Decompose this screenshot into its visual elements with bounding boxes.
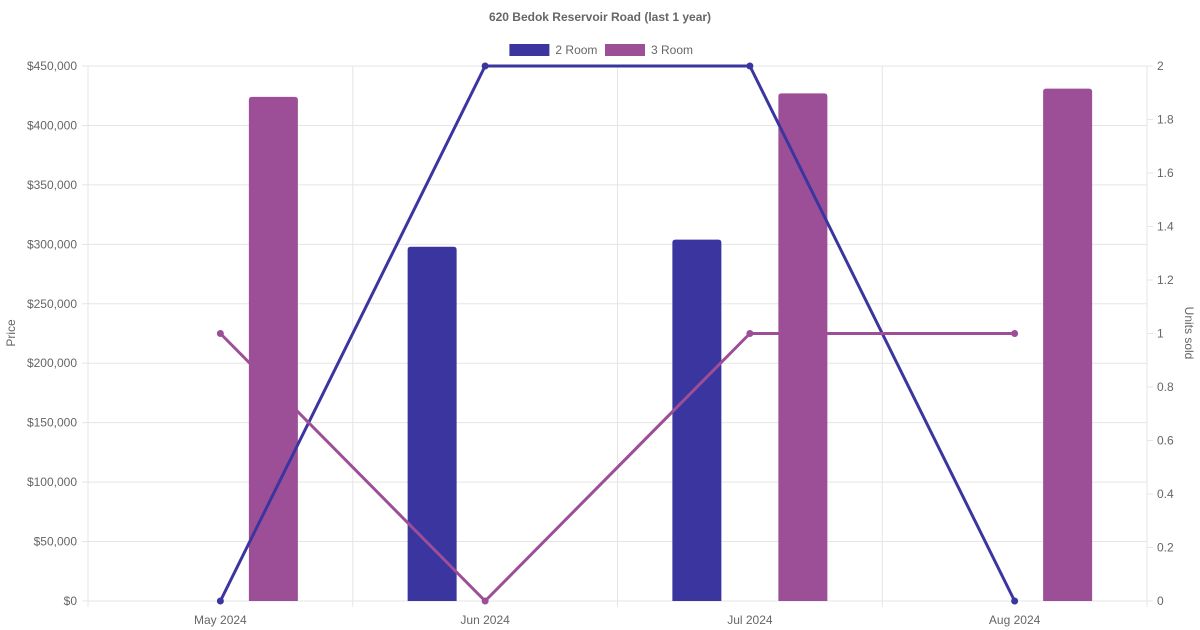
- chart-title: 620 Bedok Reservoir Road (last 1 year): [489, 10, 711, 24]
- legend[interactable]: 2 Room 3 Room: [509, 43, 693, 57]
- y2-tick-label: 0.8: [1157, 380, 1174, 394]
- x-tick-label: Jul 2024: [727, 613, 773, 627]
- y2-axis-title: Units sold: [1182, 307, 1196, 360]
- y2-tick-label: 1.4: [1157, 220, 1174, 234]
- y2-tick-label: 2: [1157, 59, 1164, 73]
- bar-3-room: [248, 96, 298, 602]
- y2-tick-label: 1.8: [1157, 113, 1174, 127]
- point-2-room: [216, 597, 224, 605]
- y2-tick-label: 1.2: [1157, 273, 1174, 287]
- bars: [248, 88, 1093, 602]
- bar-2-room: [672, 239, 722, 602]
- y-axis-right: 0 0.2 0.4 0.6 0.8 1 1.2 1.4 1.6 1.8 2: [1157, 59, 1174, 608]
- y-axis-left: $0 $50,000 $100,000 $150,000 $200,000 $250,00…: [27, 59, 77, 608]
- y-axis-title: Price: [4, 319, 18, 347]
- y2-tick-label: 1.6: [1157, 166, 1174, 180]
- x-tick-label: Aug 2024: [989, 613, 1041, 627]
- y2-tick-label: 0.4: [1157, 487, 1174, 501]
- y-tick-label: $0: [64, 594, 78, 608]
- legend-label-2-room[interactable]: 2 Room: [555, 43, 597, 57]
- grid: [82, 65, 1153, 607]
- y2-tick-label: 0: [1157, 594, 1164, 608]
- legend-swatch-3-room[interactable]: [605, 44, 645, 56]
- x-tick-label: May 2024: [194, 613, 247, 627]
- y2-tick-label: 0.2: [1157, 541, 1174, 555]
- bar-2-room: [407, 246, 457, 601]
- y-tick-label: $400,000: [27, 118, 77, 132]
- bar-3-room: [1043, 88, 1093, 602]
- x-axis: May 2024 Jun 2024 Jul 2024 Aug 2024: [194, 613, 1041, 627]
- legend-swatch-2-room[interactable]: [509, 44, 550, 56]
- y2-tick-label: 1: [1157, 327, 1164, 341]
- point-2-room: [746, 62, 754, 70]
- x-tick-label: Jun 2024: [460, 613, 510, 627]
- line-3-room: [219, 332, 1015, 603]
- y-tick-label: $100,000: [27, 475, 77, 489]
- y-tick-label: $150,000: [27, 416, 77, 430]
- y2-tick-label: 0.6: [1157, 434, 1174, 448]
- legend-label-3-room[interactable]: 3 Room: [651, 43, 693, 57]
- point-3-room: [746, 330, 754, 337]
- point-2-room: [481, 62, 489, 70]
- point-3-room: [481, 597, 489, 605]
- y-tick-label: $250,000: [27, 297, 77, 311]
- y-tick-label: $300,000: [27, 237, 77, 251]
- y-tick-label: $50,000: [34, 535, 78, 549]
- y-tick-label: $350,000: [27, 178, 77, 192]
- lines: [216, 62, 1019, 605]
- point-3-room: [216, 330, 224, 337]
- y-tick-label: $200,000: [27, 356, 77, 370]
- bar-3-room: [778, 93, 828, 601]
- y-tick-label: $450,000: [27, 59, 77, 73]
- point-3-room: [1011, 330, 1019, 337]
- point-2-room: [1011, 597, 1019, 605]
